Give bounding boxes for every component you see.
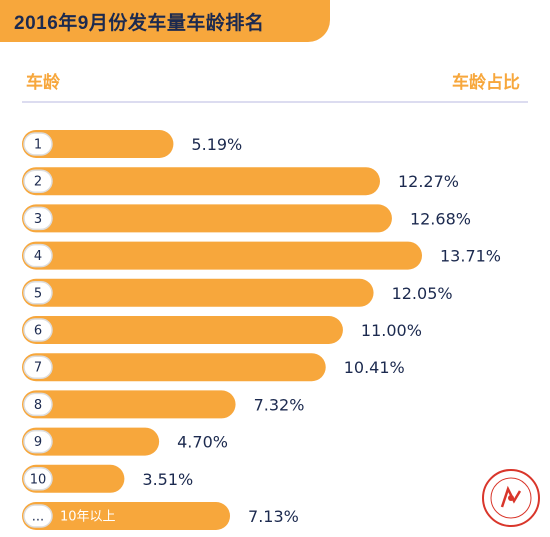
column-header-share: 车龄占比: [452, 73, 520, 93]
value-label: 7.32%: [254, 395, 305, 414]
bar-row: 2 12.27%: [22, 167, 459, 196]
bar: [22, 427, 160, 456]
category-label: 5: [34, 286, 42, 301]
bar: [22, 353, 326, 382]
value-label: 12.68%: [410, 209, 471, 228]
bar-row: 4 13.71%: [22, 241, 501, 270]
bar-row: 3 12.68%: [22, 204, 471, 233]
category-label: 8: [34, 398, 42, 413]
category-label: 4: [34, 249, 42, 264]
seal-logo-icon: [482, 469, 540, 527]
value-label: 3.51%: [142, 470, 193, 489]
bar: [22, 130, 174, 158]
bar: [22, 316, 343, 344]
category-badge: [23, 132, 53, 156]
category-badge: [23, 243, 53, 268]
header-divider: [22, 101, 528, 103]
value-label: 13.71%: [440, 247, 501, 266]
column-header-age: 车龄: [26, 73, 60, 93]
category-badge: [23, 467, 53, 491]
category-badge: [23, 429, 53, 454]
category-label: 9: [34, 435, 42, 450]
value-label: 12.27%: [398, 172, 459, 191]
value-label: 4.70%: [177, 433, 228, 452]
value-label: 11.00%: [361, 321, 422, 340]
value-label: 10.41%: [344, 358, 405, 377]
value-label: 5.19%: [191, 135, 242, 154]
category-badge: [23, 504, 53, 528]
category-label: 3: [34, 212, 42, 227]
bar-row: 5 12.05%: [22, 278, 453, 307]
bar-row: ... 10年以上 7.13%: [22, 502, 299, 530]
bar-row: 1 5.19%: [22, 130, 242, 158]
category-label: 1: [34, 138, 42, 153]
bar: [22, 241, 422, 270]
bar-row: 10 3.51%: [22, 464, 193, 493]
category-label: 10: [30, 472, 47, 487]
bar: [22, 390, 236, 419]
category-label: 2: [34, 175, 42, 190]
category-badge: [23, 206, 53, 231]
bar: [22, 278, 374, 307]
category-label: 6: [34, 324, 42, 339]
category-badge: [23, 169, 53, 193]
category-label: 7: [34, 361, 42, 376]
bar: [22, 502, 231, 530]
category-badge: [23, 392, 53, 417]
category-suffix-label: 10年以上: [60, 510, 116, 525]
category-badge: [23, 355, 53, 379]
category-badge: [23, 318, 53, 342]
bar-row: 6 11.00%: [22, 316, 422, 344]
bar-row: 9 4.70%: [22, 427, 228, 456]
bar: [22, 167, 380, 196]
bar: [22, 204, 392, 233]
category-label: ...: [32, 510, 44, 525]
value-label: 12.05%: [392, 284, 453, 303]
chart-title: 2016年9月份发车量车龄排名: [14, 12, 265, 34]
category-badge: [23, 281, 53, 305]
bar-row: 7 10.41%: [22, 353, 405, 382]
value-label: 7.13%: [248, 507, 299, 526]
title-banner: 2016年9月份发车量车龄排名: [0, 0, 330, 42]
bar-row: 8 7.32%: [22, 390, 305, 419]
